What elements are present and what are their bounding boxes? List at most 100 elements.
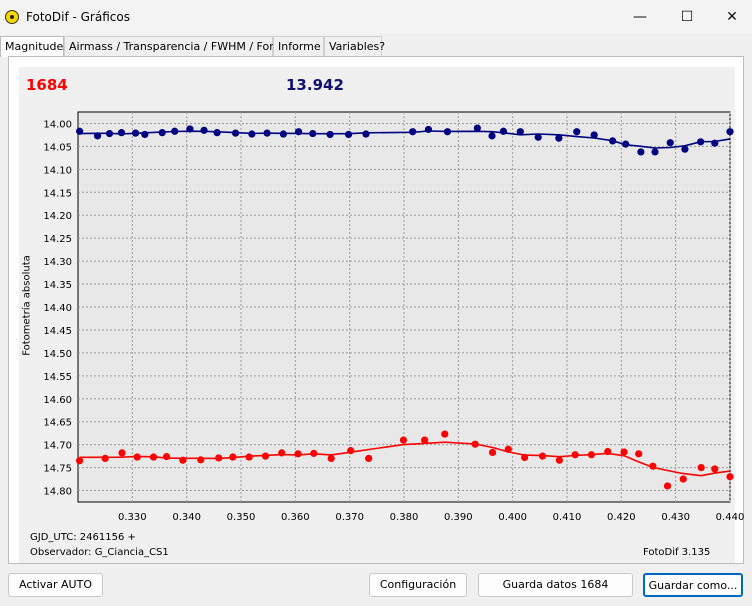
y-tick-label: 14.30 [43,257,72,268]
guardar-datos-button[interactable]: Guarda datos 1684 [478,573,633,597]
series-1-point [604,447,612,456]
series-0-point [131,129,140,137]
series-1-point [162,452,171,461]
series-0-point [141,130,149,139]
series-0-point [609,137,617,145]
y-tick-label: 14.05 [43,142,72,153]
series-1-point [587,451,596,459]
y-tick-label: 14.70 [43,441,72,452]
blue-value: 13.942 [286,76,344,94]
series-1-point [278,449,286,457]
series-1-point [663,482,672,490]
y-tick-label: 14.65 [43,418,72,429]
gjd-label: GJD_UTC: 2461156 + [30,532,136,543]
series-0-point [231,129,240,137]
x-tick-label: 0.440 [716,512,745,523]
series-0-point [622,140,630,148]
series-1-point [726,473,734,481]
x-tick-label: 0.360 [281,512,310,523]
series-0-point [637,148,645,156]
series-1-point [365,454,373,463]
series-1-point [197,456,205,464]
series-0-point [573,128,581,136]
x-tick-label: 0.400 [498,512,527,523]
series-0-point [326,130,334,139]
y-tick-label: 14.15 [43,188,72,199]
y-tick-label: 14.00 [43,119,72,130]
y-tick-label: 14.75 [43,464,72,475]
series-1-point [441,430,449,438]
series-1-point [294,450,302,458]
app-icon [5,10,19,24]
series-1-point [571,451,579,459]
close-button[interactable]: ✕ [726,9,738,25]
y-tick-label: 14.45 [43,326,72,337]
x-tick-label: 0.380 [390,512,419,523]
series-1-point [471,440,479,448]
series-0-point [279,130,287,138]
series-1-point [327,454,335,463]
series-1-point [679,475,687,483]
series-1-point [711,465,719,473]
configuracion-button[interactable]: Configuración [369,573,467,597]
x-tick-label: 0.340 [172,512,201,523]
series-0-point [590,131,598,139]
series-1-point [399,436,408,444]
series-1-point [538,452,547,460]
series-0-point [344,130,353,139]
series-0-point [186,125,194,133]
guardar-como-button[interactable]: Guardar como... [643,573,743,597]
series-1-point [421,436,429,444]
series-0-point [213,129,221,137]
red-value: 1684 [26,76,68,94]
x-tick-label: 0.390 [444,512,473,523]
tab-airmass[interactable]: Airmass / Transparencia / FWHM / Fondo [64,36,290,56]
tab-magnitudes[interactable]: Magnitudes [0,36,69,57]
y-tick-label: 14.55 [43,372,72,383]
series-1-point [697,463,705,472]
series-group [76,124,734,490]
series-0-point [117,129,126,137]
series-1-point [149,453,158,461]
series-1-point [555,456,563,464]
maximize-button[interactable]: ☐ [680,9,694,25]
series-1-point [76,457,84,465]
tab-variables[interactable]: Variables? [324,36,385,56]
y-tick-labels: 14.00 14.05 14.10 14.15 14.20 14.25 14.30 14.35… [43,119,72,497]
tab-informe[interactable]: Informe [273,36,324,56]
series-0-point [697,138,705,146]
series-0-point [666,139,674,147]
series-0-point [651,148,659,156]
series-1-point [101,454,109,463]
series-0-trend-line [79,130,731,149]
series-0-point [409,128,417,136]
series-0-point [362,130,370,138]
y-tick-label: 14.10 [43,165,72,176]
series-1-point [229,453,237,461]
x-tick-label: 0.370 [335,512,364,523]
grid [78,112,731,502]
series-0-point [200,126,208,134]
y-tick-label: 14.35 [43,280,72,291]
series-0-point [263,129,271,137]
series-0-point [516,128,524,136]
series-0-point [76,127,84,135]
series-1-point [118,449,126,457]
activar-auto-button[interactable]: Activar AUTO [8,573,103,597]
series-0-point [555,134,563,142]
window-title: FotoDif - Gráficos [26,10,130,24]
series-1-point [521,453,529,462]
series-1-point [620,448,628,456]
tab-strip: Magnitudes Airmass / Transparencia / FWH… [0,36,752,57]
x-tick-label: 0.410 [553,512,582,523]
x-tick-label: 0.420 [607,512,636,523]
series-0-point [424,125,433,134]
series-0-point [93,132,102,140]
minimize-button[interactable]: — [633,9,647,25]
title-bar: FotoDif - Gráficos — ☐ ✕ [0,0,752,34]
series-1-point [310,449,318,457]
x-tick-labels: 0.330 0.340 0.350 0.360 0.370 0.380 0.390 0.400… [118,512,744,523]
series-0-point [711,139,719,147]
series-1-point [245,453,253,461]
